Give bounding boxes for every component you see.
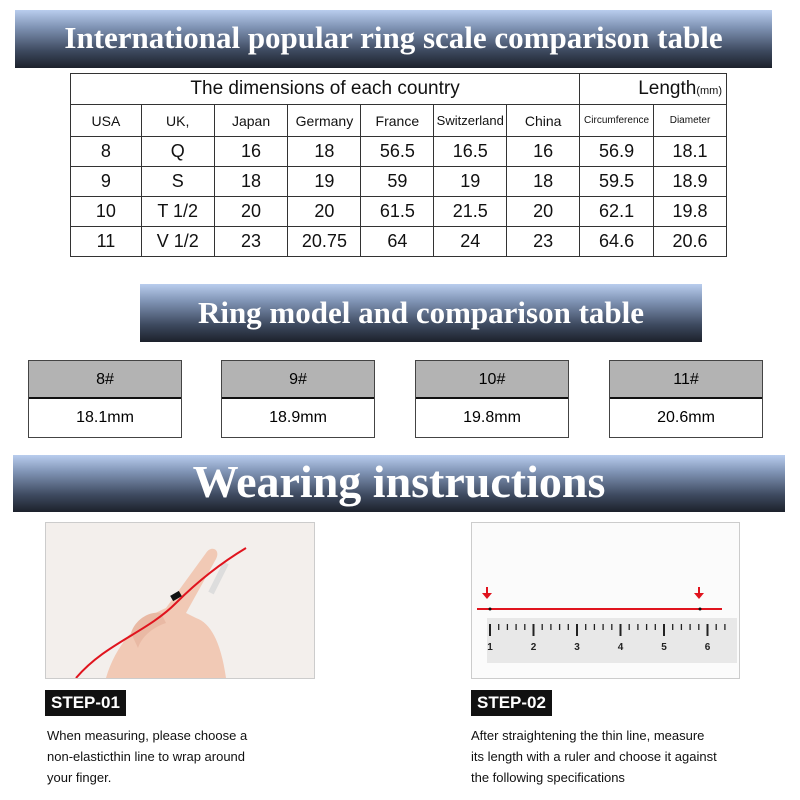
table-cell: 20 bbox=[506, 196, 581, 227]
col-header: UK, bbox=[140, 104, 215, 137]
table-cell: 20 bbox=[213, 196, 289, 227]
col-header: USA bbox=[70, 104, 142, 137]
table-cell: 61.5 bbox=[360, 196, 435, 227]
arrow-down-icon bbox=[482, 587, 492, 599]
table-cell: 62.1 bbox=[579, 196, 655, 227]
column-headers: USA UK, Japan Germany France Switzerland… bbox=[70, 104, 727, 137]
table-cell: 59 bbox=[360, 166, 435, 197]
desc-line: your finger. bbox=[47, 770, 112, 785]
model-size: 9# bbox=[222, 361, 374, 399]
model-diameter: 20.6mm bbox=[657, 409, 715, 426]
model-size: 11# bbox=[610, 361, 762, 399]
table-cell: 18 bbox=[213, 166, 289, 197]
table-cell: V 1/2 bbox=[140, 226, 215, 257]
table-cell: 18 bbox=[287, 136, 362, 167]
table-cell: 19.8 bbox=[653, 196, 727, 227]
step-01-label: STEP-01 bbox=[45, 690, 126, 716]
desc-line: non-elasticthin line to wrap around bbox=[47, 749, 246, 764]
table-cell: 16 bbox=[213, 136, 289, 167]
col-header: China bbox=[506, 104, 581, 137]
col-header: Switzerland bbox=[433, 104, 508, 137]
model-diameter: 18.1mm bbox=[76, 409, 134, 426]
desc-line: After straightening the thin line, measu… bbox=[471, 728, 705, 743]
ruler-measuring-image: 1 2 3 4 5 6 bbox=[471, 522, 740, 679]
table-row: 9 S 18 19 59 19 18 59.5 18.9 bbox=[70, 166, 727, 197]
ruler-label: 5 bbox=[661, 642, 667, 653]
table-row: 10 T 1/2 20 20 61.5 21.5 20 62.1 19.8 bbox=[70, 196, 727, 227]
ring-size-table: The dimensions of each country Length(mm… bbox=[69, 73, 727, 257]
table-cell: 10 bbox=[70, 196, 142, 227]
step-02-description: After straightening the thin line, measu… bbox=[471, 725, 717, 788]
table-cell: 56.5 bbox=[360, 136, 435, 167]
ruler-label: 3 bbox=[574, 642, 580, 653]
table-cell: 20.75 bbox=[287, 226, 362, 257]
length-label: Length bbox=[638, 78, 697, 99]
model-diameter: 19.8mm bbox=[463, 409, 521, 426]
hand-measuring-image bbox=[45, 522, 315, 679]
desc-line: its length with a ruler and choose it ag… bbox=[471, 749, 717, 764]
table-cell: 23 bbox=[506, 226, 581, 257]
wearing-title-banner: Wearing instructions bbox=[13, 455, 785, 512]
table-cell: 9 bbox=[70, 166, 142, 197]
desc-line: When measuring, please choose a bbox=[47, 728, 248, 743]
table-cell: S bbox=[140, 166, 215, 197]
ruler-label: 1 bbox=[487, 642, 493, 653]
length-unit: (mm) bbox=[696, 85, 722, 97]
table-row: 11 V 1/2 23 20.75 64 24 23 64.6 20.6 bbox=[70, 226, 727, 257]
col-header: France bbox=[360, 104, 435, 137]
col-header: Germany bbox=[287, 104, 362, 137]
model-card: 8# 18.1mm bbox=[28, 360, 182, 438]
table-cell: 18.1 bbox=[653, 136, 727, 167]
model-card: 11# 20.6mm bbox=[609, 360, 763, 438]
table-cell: 64 bbox=[360, 226, 435, 257]
table-cell: 20.6 bbox=[653, 226, 727, 257]
step-02-label: STEP-02 bbox=[471, 690, 552, 716]
table-cell: 11 bbox=[70, 226, 142, 257]
main-title-banner: International popular ring scale compari… bbox=[15, 10, 772, 68]
table-cell: 59.5 bbox=[579, 166, 655, 197]
table-cell: Q bbox=[140, 136, 215, 167]
table-cell: 20 bbox=[287, 196, 362, 227]
col-header: Circumference bbox=[579, 104, 655, 137]
step-01-description: When measuring, please choose a non-elas… bbox=[47, 725, 247, 788]
table-cell: 19 bbox=[433, 166, 508, 197]
ruler-label: 2 bbox=[531, 642, 537, 653]
desc-line: the following specifications bbox=[471, 770, 625, 785]
table-cell: 8 bbox=[70, 136, 142, 167]
ruler-label: 6 bbox=[705, 642, 711, 653]
table-cell: 21.5 bbox=[433, 196, 508, 227]
model-diameter: 18.9mm bbox=[269, 409, 327, 426]
table-cell: 23 bbox=[213, 226, 289, 257]
model-card: 9# 18.9mm bbox=[221, 360, 375, 438]
col-header: Japan bbox=[213, 104, 289, 137]
table-cell: 24 bbox=[433, 226, 508, 257]
table-cell: 64.6 bbox=[579, 226, 655, 257]
table-cell: T 1/2 bbox=[140, 196, 215, 227]
arrow-down-icon bbox=[694, 587, 704, 599]
length-header: Length(mm) bbox=[579, 73, 727, 105]
table-cell: 18 bbox=[506, 166, 581, 197]
table-cell: 19 bbox=[287, 166, 362, 197]
table-cell: 18.9 bbox=[653, 166, 727, 197]
model-size: 8# bbox=[29, 361, 181, 399]
model-title-banner: Ring model and comparison table bbox=[140, 284, 702, 342]
table-cell: 16 bbox=[506, 136, 581, 167]
group-header: The dimensions of each country bbox=[69, 73, 581, 105]
table-cell: 16.5 bbox=[433, 136, 508, 167]
model-size: 10# bbox=[416, 361, 568, 399]
table-cell: 56.9 bbox=[579, 136, 655, 167]
ruler-label: 4 bbox=[618, 642, 624, 653]
table-row: 8 Q 16 18 56.5 16.5 16 56.9 18.1 bbox=[70, 136, 727, 167]
model-card: 10# 19.8mm bbox=[415, 360, 569, 438]
col-header: Diameter bbox=[653, 104, 727, 137]
